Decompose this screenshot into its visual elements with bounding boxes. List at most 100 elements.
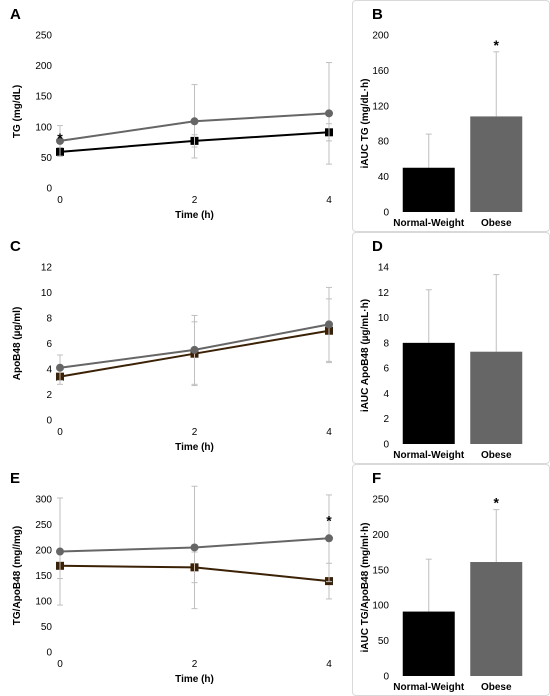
y-tick-label: 50	[41, 622, 53, 633]
y-tick-label: 0	[383, 440, 389, 451]
y-tick-label: 0	[46, 648, 52, 659]
x-tick-label: 0	[57, 659, 63, 670]
data-point-obese	[325, 109, 333, 118]
bar-normal-weight	[402, 342, 455, 444]
panel-b: B 0 40 80 120 160 200 iAUC TG (mg/dL·h) Normal-…	[352, 0, 550, 232]
y-tick-label: 0	[383, 208, 389, 219]
data-point-obese	[325, 320, 333, 329]
y-tick-label: 8	[46, 314, 52, 325]
y-tick-label: 200	[372, 31, 389, 42]
y-axis-title: iAUC ApoB48 (µg/mL·h)	[360, 299, 371, 412]
panel-a: A 0 50 100 150 200 250 0 2 4 Time (h) TG (mg/dL) *	[0, 0, 352, 232]
y-tick-label: 0	[46, 184, 52, 195]
significance-marker: *	[494, 37, 500, 53]
data-point-obese	[56, 136, 64, 145]
panel-letter-b: B	[372, 6, 383, 23]
apob48-line-chart: 0 2 4 6 8 10 12 0 2 4 Time (h) ApoB48 (µg/ml)	[12, 263, 333, 453]
panel-e: E 0 50 100 150 200 250 300 0 2 4 Time (h) TG/ApoB48…	[0, 464, 352, 696]
y-tick-label: 12	[41, 263, 53, 274]
y-axis-title: TG (mg/dL)	[12, 85, 23, 138]
y-tick-label: 0	[383, 672, 389, 683]
y-tick-label: 150	[372, 565, 389, 576]
panel-letter-a: A	[10, 6, 21, 23]
y-tick-label: 100	[372, 601, 389, 612]
tg-apob48-ratio-line-chart: 0 50 100 150 200 250 300 0 2 4 Time (h) TG/ApoB48 (…	[12, 485, 333, 685]
y-tick-label: 200	[372, 530, 389, 541]
iauc-apob48-bar-chart: 0 2 4 6 8 10 12 14 iAUC ApoB48 (µg/mL·h) Normal-W…	[360, 263, 523, 461]
panel-c: C 0 2 4 6 8 10 12 0 2 4 Time (h) ApoB48 (µg/ml)	[0, 232, 352, 464]
data-point-obese	[190, 543, 199, 552]
y-tick-label: 8	[383, 338, 389, 349]
x-axis-title: Time (h)	[175, 674, 214, 685]
x-tick-label: 0	[57, 195, 63, 206]
bar-normal-weight	[402, 167, 455, 212]
panel-letter-c: C	[10, 238, 21, 255]
y-tick-label: 12	[378, 288, 390, 299]
x-tick-label: 0	[57, 427, 63, 438]
x-category-label: Normal-Weight	[393, 218, 465, 229]
data-point-obese	[56, 363, 64, 372]
bar-normal-weight	[402, 611, 455, 676]
y-axis-title: ApoB48 (µg/ml)	[12, 307, 23, 381]
y-tick-label: 4	[46, 365, 52, 376]
y-tick-label: 150	[35, 571, 52, 582]
y-tick-label: 2	[383, 414, 389, 425]
x-tick-label: 4	[326, 195, 332, 206]
x-tick-label: 2	[192, 659, 198, 670]
y-axis-title: TG/ApoB48 (mg//mg)	[12, 526, 23, 625]
y-tick-label: 120	[372, 101, 389, 112]
y-tick-label: 250	[35, 520, 52, 531]
y-tick-label: 10	[41, 288, 53, 299]
x-tick-label: 2	[192, 195, 198, 206]
panel-letter-d: D	[372, 238, 383, 255]
panel-d: D 0 2 4 6 8 10 12 14 iAUC ApoB48 (µg/mL·h) Normal…	[352, 232, 550, 464]
panel-f: F 0 50 100 150 200 250 iAUC TG/ApoB48 (mg/ml·h…	[352, 464, 550, 696]
significance-marker: *	[57, 130, 63, 146]
y-tick-label: 6	[46, 339, 52, 350]
x-category-label: Obese	[481, 450, 512, 461]
bar-obese	[470, 351, 523, 444]
x-axis-title: Time (h)	[175, 210, 214, 221]
tg-line-chart: 0 50 100 150 200 250 0 2 4 Time (h) TG (mg/dL) *	[12, 31, 333, 221]
data-point-obese	[190, 345, 199, 354]
y-tick-label: 80	[378, 137, 390, 148]
y-tick-label: 300	[35, 495, 52, 506]
data-point-obese	[325, 534, 333, 543]
y-tick-label: 40	[378, 172, 390, 183]
y-tick-label: 50	[41, 153, 53, 164]
y-tick-label: 160	[372, 66, 389, 77]
y-axis-title: iAUC TG (mg/dL·h)	[360, 79, 371, 169]
significance-marker: *	[494, 495, 500, 511]
y-axis-title: iAUC TG/ApoB48 (mg/ml·h)	[360, 523, 371, 653]
y-tick-label: 150	[35, 92, 52, 103]
y-tick-label: 2	[46, 390, 52, 401]
bar-obese	[470, 562, 523, 676]
panel-letter-e: E	[10, 470, 21, 487]
x-category-label: Obese	[481, 218, 512, 229]
y-tick-label: 200	[35, 546, 52, 557]
iauc-tg-bar-chart: 0 40 80 120 160 200 iAUC TG (mg/dL·h) Normal-We…	[360, 31, 523, 229]
y-tick-label: 6	[383, 364, 389, 375]
y-tick-label: 200	[35, 61, 52, 72]
x-category-label: Normal-Weight	[393, 682, 465, 693]
x-category-label: Normal-Weight	[393, 450, 465, 461]
bar-obese	[470, 116, 523, 212]
panel-letter-f: F	[372, 470, 382, 487]
iauc-tg-apob48-bar-chart: 0 50 100 150 200 250 iAUC TG/ApoB48 (mg/ml·h) N…	[360, 495, 523, 693]
data-point-obese	[190, 117, 199, 126]
x-tick-label: 2	[192, 427, 198, 438]
x-category-label: Obese	[481, 682, 512, 693]
y-tick-label: 14	[378, 263, 390, 274]
y-tick-label: 100	[35, 122, 52, 133]
data-point-obese	[56, 547, 64, 556]
y-tick-label: 100	[35, 597, 52, 608]
x-tick-label: 4	[326, 659, 332, 670]
y-tick-label: 0	[46, 416, 52, 427]
significance-marker: *	[326, 512, 332, 528]
y-tick-label: 250	[35, 31, 52, 42]
y-tick-label: 250	[372, 495, 389, 506]
x-tick-label: 4	[326, 427, 332, 438]
y-tick-label: 4	[383, 389, 389, 400]
x-axis-title: Time (h)	[175, 442, 214, 453]
y-tick-label: 50	[378, 636, 390, 647]
